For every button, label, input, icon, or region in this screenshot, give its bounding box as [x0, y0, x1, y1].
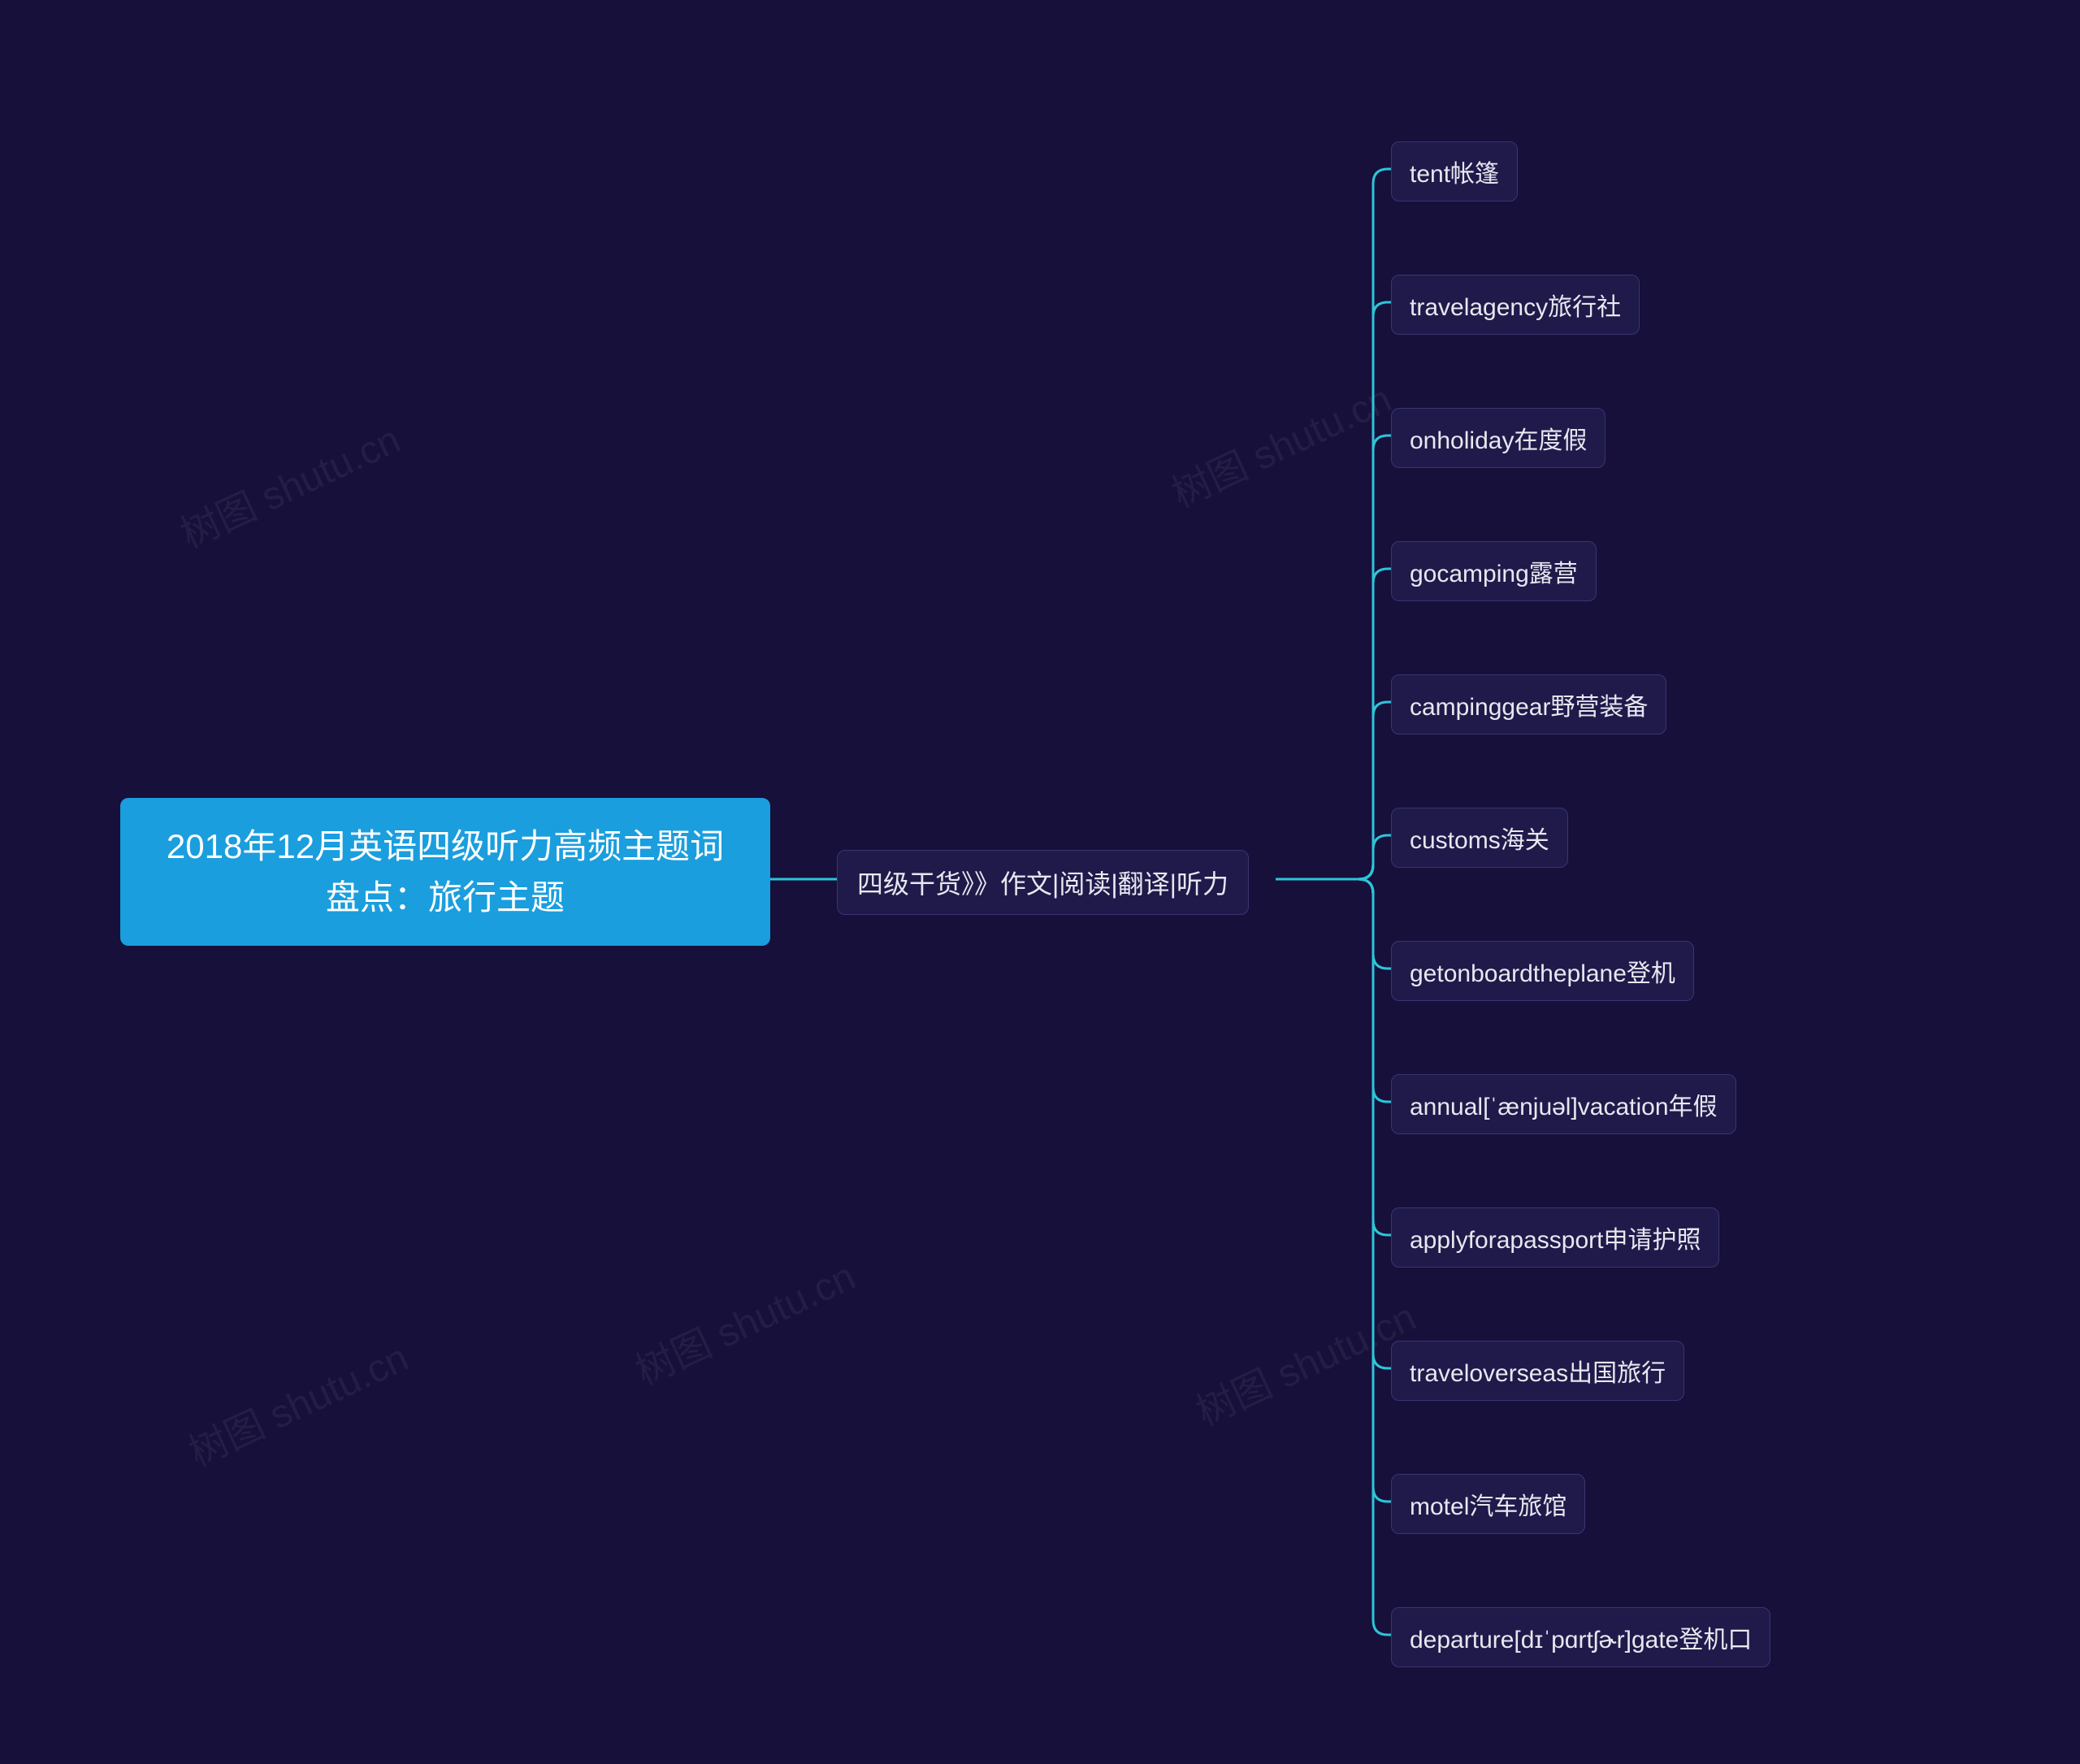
leaf-node: campinggear野营装备: [1391, 674, 1666, 735]
leaf-node: onholiday在度假: [1391, 408, 1606, 468]
watermark: 树图 shutu.cn: [178, 1326, 416, 1477]
root-node: 2018年12月英语四级听力高频主题词盘点：旅行主题: [120, 798, 770, 946]
leaf-node: departure[dɪˈpɑrtʃɚr]gate登机口: [1391, 1607, 1770, 1667]
leaf-node: getonboardtheplane登机: [1391, 941, 1694, 1001]
leaf-node: motel汽车旅馆: [1391, 1474, 1585, 1534]
watermark: 树图 shutu.cn: [1185, 1285, 1424, 1437]
watermark: 树图 shutu.cn: [170, 408, 408, 559]
watermark: 树图 shutu.cn: [625, 1245, 863, 1396]
leaf-node: gocamping露营: [1391, 541, 1597, 601]
leaf-node: applyforapassport申请护照: [1391, 1207, 1719, 1268]
middle-node: 四级干货》》作文|阅读|翻译|听力: [837, 850, 1249, 915]
leaf-node: customs海关: [1391, 808, 1568, 868]
leaf-node: annual[ˈænjuəl]vacation年假: [1391, 1074, 1736, 1134]
leaf-node: travelagency旅行社: [1391, 275, 1640, 335]
watermark: 树图 shutu.cn: [1161, 367, 1399, 518]
leaf-node: traveloverseas出国旅行: [1391, 1341, 1684, 1401]
leaf-node: tent帐篷: [1391, 141, 1518, 202]
